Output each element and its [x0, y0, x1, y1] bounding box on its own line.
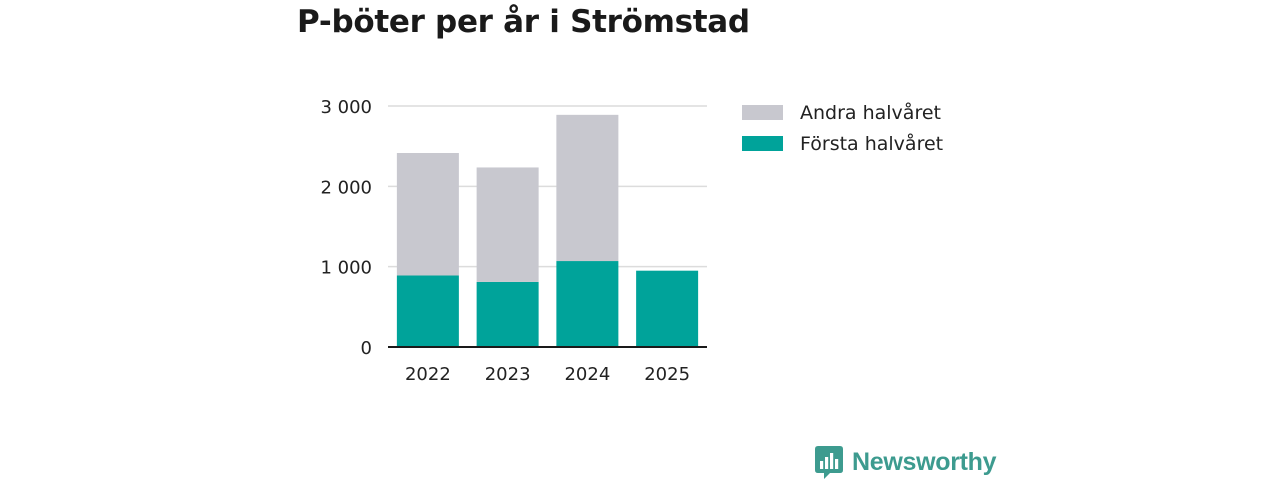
bar-forsta-2023 — [476, 281, 539, 347]
y-tick-label: 2 000 — [320, 177, 372, 198]
legend-item-forsta: Första halvåret — [742, 128, 943, 159]
bar-chart-speech-bubble-icon — [815, 446, 843, 479]
bar-forsta-2025 — [636, 270, 699, 347]
x-tick-label: 2023 — [485, 364, 531, 385]
legend-swatch-forsta — [742, 136, 783, 151]
y-tick-label: 0 — [361, 338, 372, 359]
bar-andra-2024 — [556, 114, 619, 262]
y-tick-label: 1 000 — [320, 258, 372, 279]
brand-name: Newsworthy — [852, 448, 997, 476]
x-tick-label: 2025 — [644, 364, 690, 385]
legend-swatch-andra — [742, 105, 783, 120]
legend-label-andra: Andra halvåret — [800, 101, 941, 124]
legend-item-andra: Andra halvåret — [742, 97, 943, 128]
bar-andra-2023 — [476, 167, 539, 282]
legend-label-forsta: Första halvåret — [800, 132, 944, 155]
legend: Andra halvåret Första halvåret — [742, 97, 943, 159]
newsworthy-logo: Newsworthy — [815, 446, 997, 479]
bar-andra-2022 — [396, 152, 459, 276]
bar-forsta-2024 — [556, 261, 619, 347]
x-tick-label: 2024 — [564, 364, 610, 385]
chart-title: P-böter per år i Strömstad — [297, 4, 750, 40]
x-tick-label: 2022 — [405, 364, 451, 385]
y-tick-label: 3 000 — [320, 97, 372, 118]
bar-forsta-2022 — [396, 275, 459, 347]
